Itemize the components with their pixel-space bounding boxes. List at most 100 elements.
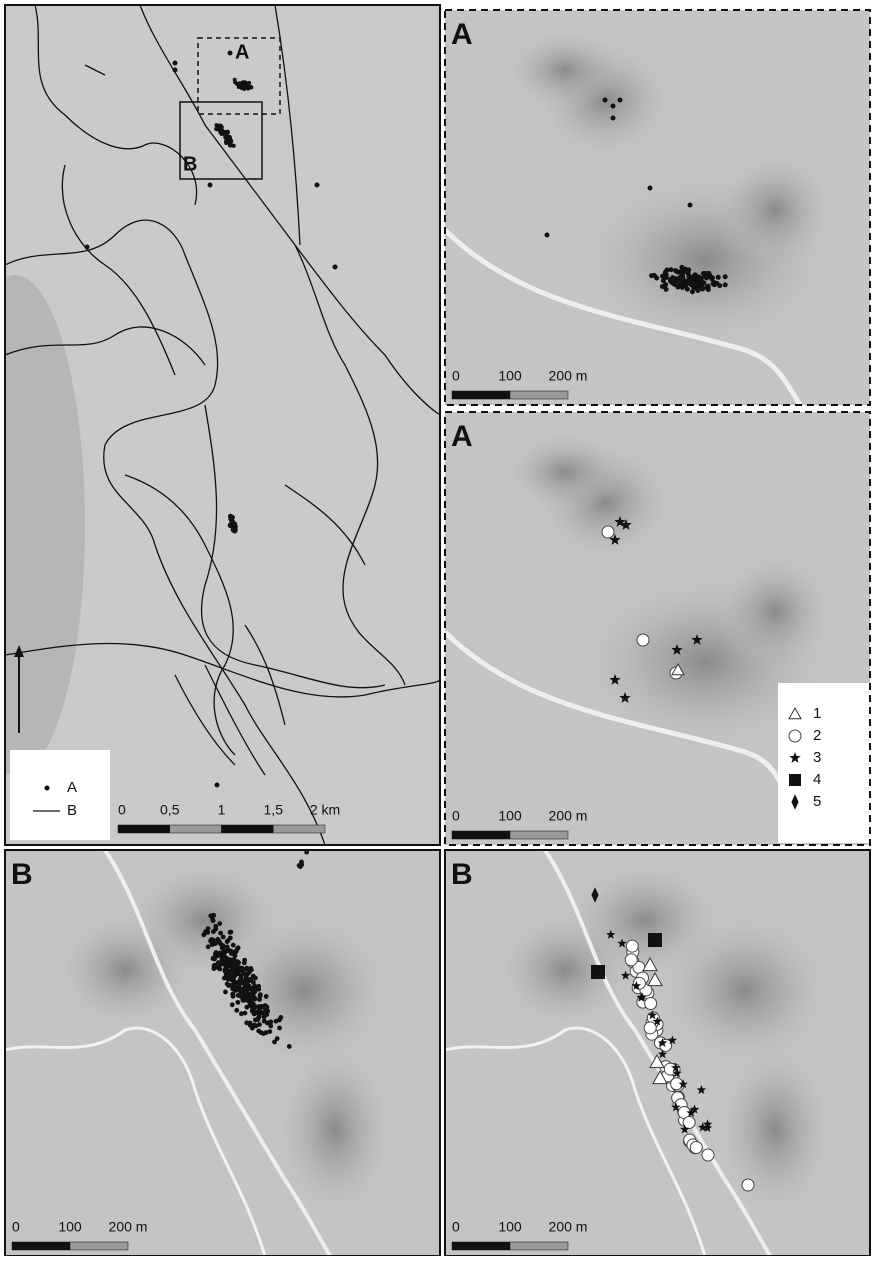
find-point	[274, 1036, 280, 1042]
find-point	[172, 60, 178, 66]
find-point	[278, 1015, 284, 1020]
hill	[715, 1040, 835, 1220]
find-point	[686, 274, 692, 280]
find-point	[236, 85, 241, 90]
symbol-star	[606, 929, 616, 939]
find-point	[250, 1009, 256, 1014]
find-point	[544, 232, 550, 238]
symbol-square	[591, 965, 605, 979]
river	[5, 1026, 267, 1256]
scale-segment	[169, 824, 222, 834]
find-point	[215, 953, 220, 959]
find-point	[229, 521, 235, 527]
find-point	[722, 274, 728, 280]
find-point	[225, 129, 230, 134]
find-point	[242, 1010, 248, 1016]
symbol-star	[657, 1037, 668, 1047]
symbol-star	[680, 1124, 690, 1134]
scale-segment	[221, 824, 274, 834]
find-point	[263, 1003, 269, 1009]
find-point	[696, 274, 702, 280]
symbol-star	[617, 938, 627, 948]
scale-label: 0	[118, 802, 126, 818]
find-point	[205, 944, 211, 950]
symbol-diamond	[791, 794, 799, 810]
find-point	[229, 1002, 235, 1008]
find-point	[232, 77, 237, 82]
hill	[715, 552, 835, 672]
find-point	[250, 993, 255, 999]
scale-label: 1	[218, 802, 226, 818]
find-point	[240, 991, 246, 997]
find-point	[700, 286, 706, 292]
legend-label: 4	[813, 771, 821, 788]
find-point	[224, 944, 230, 950]
scale-label: 2 km	[310, 802, 340, 818]
find-point	[296, 863, 302, 868]
find-point	[250, 973, 256, 979]
find-point	[246, 983, 252, 989]
symbol-triangle	[647, 971, 663, 987]
find-point	[220, 934, 226, 940]
symbol-star	[689, 1104, 700, 1114]
scale-segment	[117, 824, 170, 834]
symbol-star	[631, 980, 642, 990]
symbol-star	[609, 534, 621, 545]
symbol-star	[671, 1062, 681, 1072]
find-point	[224, 939, 230, 944]
find-point	[247, 1020, 253, 1026]
find-point	[214, 782, 220, 788]
symbol-circle	[689, 1141, 703, 1155]
hill	[655, 910, 835, 1070]
overview-map: A B A B 0 0,5 1 1,5 2 km	[5, 5, 440, 845]
road	[445, 228, 803, 405]
scale-label: 100	[498, 368, 522, 384]
find-point	[687, 280, 693, 286]
find-point	[230, 991, 236, 997]
scale-label: 100	[498, 808, 522, 824]
extent-box-a	[197, 37, 281, 115]
find-point	[218, 930, 224, 936]
find-point	[218, 130, 223, 135]
symbol-star	[671, 1102, 681, 1112]
find-point	[208, 938, 214, 944]
find-point	[244, 1020, 250, 1026]
scale-segment	[273, 824, 326, 834]
scale-label: 200 m	[109, 1219, 148, 1235]
symbol-star	[691, 634, 703, 645]
symbol-triangle	[642, 956, 658, 972]
legend-label: A	[67, 779, 77, 796]
symbol-star	[702, 1123, 713, 1132]
find-point	[243, 991, 249, 997]
find-point	[714, 281, 720, 287]
scale-label: 0	[12, 1219, 20, 1235]
hill	[505, 432, 625, 512]
find-point	[602, 97, 608, 103]
find-point	[224, 967, 230, 972]
scale-segment	[509, 830, 569, 840]
scale-segment	[451, 830, 511, 840]
panel-label: B	[451, 858, 473, 891]
find-point	[231, 967, 237, 973]
find-point	[722, 282, 728, 288]
find-point	[207, 182, 213, 188]
scale-label: 1,5	[264, 802, 284, 818]
find-point	[231, 985, 237, 991]
legend-label: 1	[813, 705, 821, 722]
scale-label: 0	[452, 808, 460, 824]
find-point	[651, 272, 657, 278]
road	[103, 850, 332, 1256]
legend-label: B	[67, 802, 77, 819]
find-point	[205, 926, 211, 931]
find-point	[242, 971, 248, 977]
find-point	[84, 244, 90, 250]
panel-label: B	[11, 858, 33, 891]
panel-label: A	[451, 420, 473, 453]
symbol-star	[696, 1085, 707, 1095]
find-point	[228, 929, 234, 935]
find-point	[219, 125, 224, 130]
find-point	[245, 979, 250, 985]
symbol-circle	[788, 729, 802, 743]
symbol-star	[609, 674, 621, 685]
